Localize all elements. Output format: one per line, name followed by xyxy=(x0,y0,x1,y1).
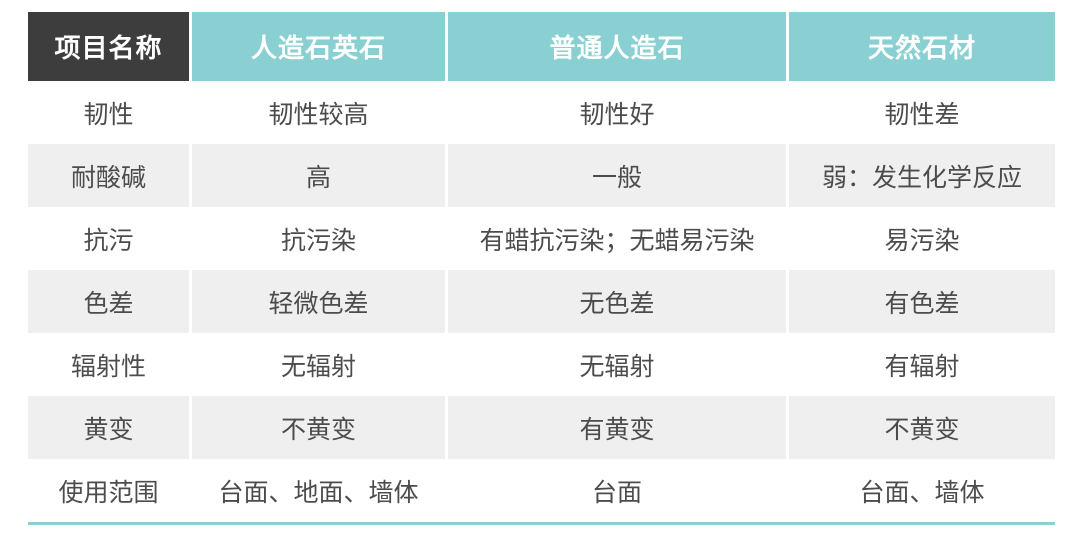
value-cell: 台面 xyxy=(591,478,642,507)
comparison-table: 项目名称 人造石英石 普通人造石 天然石材 韧性 韧性较高 韧性好 韧性差 耐酸… xyxy=(28,12,1055,525)
value-cell: 有蜡抗污染；无蜡易污染 xyxy=(479,226,755,255)
value-cell: 抗污染 xyxy=(280,226,356,255)
value-cell: 无辐射 xyxy=(579,352,655,381)
row-label-cell: 黄变 xyxy=(28,396,189,459)
value-cell: 不黄变 xyxy=(789,396,1055,459)
row-label-cell: 使用范围 xyxy=(58,478,159,507)
row-label-cell: 辐射性 xyxy=(70,352,146,381)
value-cell: 有辐射 xyxy=(884,352,960,381)
value-cell: 无辐射 xyxy=(280,352,356,381)
header-cell-natural-stone: 天然石材 xyxy=(789,12,1055,81)
header-cell-project-name: 项目名称 xyxy=(28,12,189,81)
table-bottom-rule xyxy=(28,522,1055,525)
value-cell: 弱：发生化学反应 xyxy=(789,144,1055,207)
value-cell: 轻微色差 xyxy=(192,270,445,333)
value-cell: 有黄变 xyxy=(448,396,786,459)
header-cell-quartz-stone: 人造石英石 xyxy=(192,12,445,81)
value-cell: 不黄变 xyxy=(192,396,445,459)
value-cell: 高 xyxy=(192,144,445,207)
value-cell: 韧性好 xyxy=(579,100,655,129)
row-label-cell: 耐酸碱 xyxy=(28,144,189,207)
value-cell: 一般 xyxy=(448,144,786,207)
value-cell: 台面、墙体 xyxy=(859,478,985,507)
row-label-cell: 抗污 xyxy=(83,226,134,255)
value-cell: 韧性差 xyxy=(884,100,960,129)
value-cell: 韧性较高 xyxy=(268,100,369,129)
row-label-cell: 韧性 xyxy=(83,100,134,129)
header-cell-ordinary-artificial-stone: 普通人造石 xyxy=(448,12,786,81)
row-label-cell: 色差 xyxy=(28,270,189,333)
value-cell: 易污染 xyxy=(884,226,960,255)
value-cell: 无色差 xyxy=(448,270,786,333)
table-grid: 项目名称 人造石英石 普通人造石 天然石材 韧性 韧性较高 韧性好 韧性差 耐酸… xyxy=(28,12,1055,522)
value-cell: 台面、地面、墙体 xyxy=(218,478,419,507)
value-cell: 有色差 xyxy=(789,270,1055,333)
